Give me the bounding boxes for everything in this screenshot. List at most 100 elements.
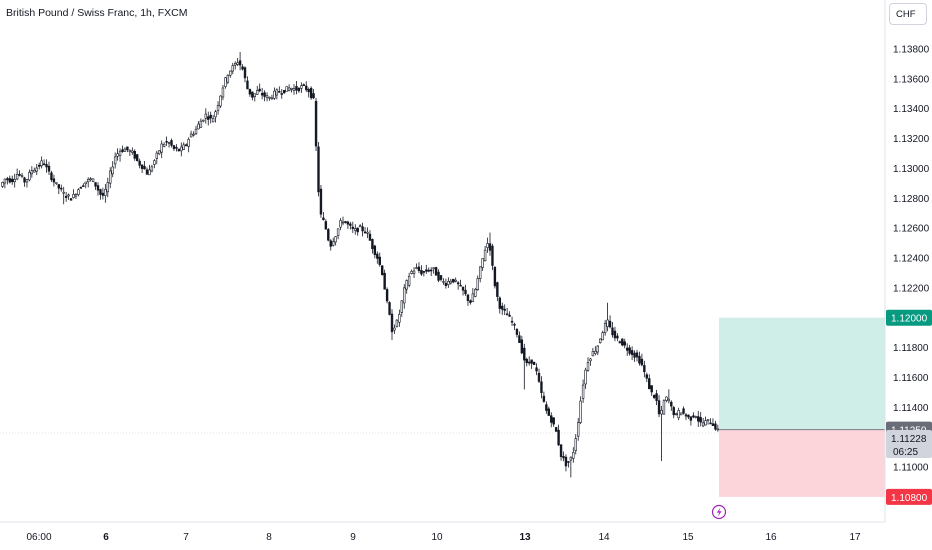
candle-body-up <box>87 178 90 183</box>
candle <box>376 251 379 264</box>
candle-body-down <box>47 165 51 172</box>
candle <box>287 84 291 92</box>
candle <box>483 245 487 262</box>
candle <box>214 109 217 123</box>
time-tick-label: 13 <box>519 532 531 543</box>
stop-loss-zone[interactable] <box>719 429 885 497</box>
candle <box>395 319 399 328</box>
currency-button[interactable]: CHF <box>889 3 927 25</box>
candle <box>131 147 134 155</box>
candle-body-up <box>155 152 158 159</box>
candle <box>35 163 38 176</box>
candle-body-up <box>677 410 680 419</box>
candle-body-up <box>192 133 195 136</box>
candle <box>405 279 408 294</box>
candle-body-down <box>520 339 524 354</box>
candle-body-up <box>270 97 274 100</box>
candlestick-series <box>1 51 720 478</box>
candle-body-up <box>403 287 406 304</box>
candle-body-down <box>697 416 700 422</box>
candle <box>77 188 80 197</box>
candle <box>378 252 381 267</box>
candle-body-up <box>701 422 705 427</box>
candle-body-down <box>361 226 364 232</box>
candle-body-up <box>481 258 484 268</box>
candle <box>667 389 671 404</box>
price-tick-label: 1.13000 <box>893 164 930 175</box>
candle-body-down <box>564 456 568 467</box>
candle-body-down <box>630 350 634 355</box>
candle <box>709 418 712 425</box>
candle <box>275 88 279 100</box>
candle <box>434 266 438 276</box>
price-tick-label: 1.13800 <box>893 45 930 56</box>
candle <box>652 394 656 400</box>
candle-body-down <box>437 271 440 281</box>
candle <box>508 311 511 317</box>
candle <box>407 272 411 288</box>
candle <box>354 224 357 235</box>
candle-body-up <box>454 279 457 282</box>
candle-body-down <box>307 89 310 93</box>
candle <box>322 211 325 221</box>
chart-title: British Pound / Swiss Franc, 1h, FXCM <box>6 7 188 19</box>
candle <box>231 62 234 75</box>
candle-body-down <box>613 330 617 339</box>
time-tick-label: 15 <box>682 532 694 543</box>
candle-body-up <box>197 123 200 130</box>
candle <box>569 456 573 478</box>
candle-body-up <box>67 194 70 197</box>
candle-body-up <box>113 156 117 165</box>
candle-body-down <box>427 269 430 272</box>
candle-body-down <box>420 270 423 275</box>
candle-body-down <box>508 314 511 317</box>
candle <box>253 93 256 102</box>
candle <box>113 152 117 169</box>
candle-body-up <box>40 160 43 167</box>
candle <box>265 92 269 102</box>
price-tick-label: 1.12400 <box>893 254 930 265</box>
candle <box>525 357 528 367</box>
candle <box>442 278 445 285</box>
candle-body-down <box>557 429 560 446</box>
candle <box>488 232 492 256</box>
candle-body-up <box>601 332 604 341</box>
candle-body-up <box>694 416 698 418</box>
candle-body-down <box>608 320 612 328</box>
candle-body-up <box>331 241 335 246</box>
candle-body-up <box>412 270 416 274</box>
candle <box>537 368 541 383</box>
candle-body-down <box>547 408 551 416</box>
candle-body-up <box>20 175 24 177</box>
candle <box>91 178 95 183</box>
candle-body-up <box>187 139 190 147</box>
candle-body-down <box>126 146 129 151</box>
candle-body-up <box>667 398 671 402</box>
candle-body-down <box>241 66 244 70</box>
candle-body-down <box>709 422 712 425</box>
candle-body-up <box>704 420 707 426</box>
candle-body-up <box>226 74 230 83</box>
time-tick-label: 17 <box>849 532 861 543</box>
candle-body-down <box>510 320 514 323</box>
take-profit-zone[interactable] <box>719 317 885 430</box>
time-tick-label: 7 <box>183 532 189 543</box>
candle <box>270 94 274 100</box>
candle-body-up <box>221 87 225 98</box>
economic-event-icon[interactable] <box>711 504 727 520</box>
time-tick-label: 06:00 <box>26 532 51 543</box>
candle <box>498 296 501 314</box>
candle-body-down <box>45 164 48 168</box>
candle-body-down <box>711 423 715 426</box>
candle <box>461 286 465 296</box>
candle-body-down <box>628 347 631 354</box>
candle <box>104 184 107 203</box>
candle-body-down <box>444 282 448 286</box>
candle <box>515 328 519 338</box>
candle-body-down <box>177 148 181 152</box>
candle-body-up <box>33 169 36 173</box>
candle <box>491 243 494 271</box>
candle <box>486 237 489 253</box>
candle-body-down <box>322 217 325 221</box>
